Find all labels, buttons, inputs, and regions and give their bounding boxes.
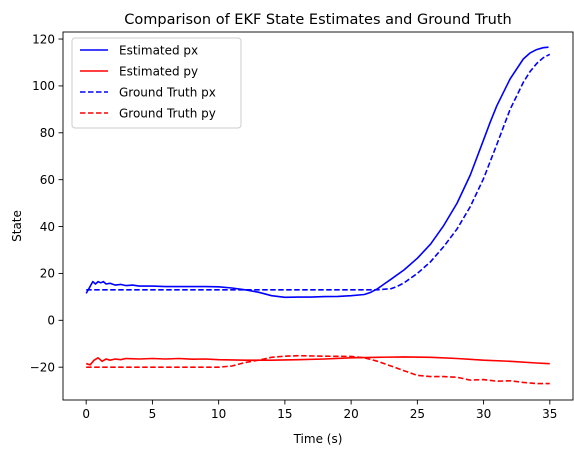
- x-axis-label: Time (s): [293, 432, 343, 446]
- plot-area: [62, 31, 574, 401]
- y-tick-label: 0: [47, 314, 55, 328]
- y-tick-label: 20: [40, 267, 55, 281]
- series-line-2: [85, 356, 550, 366]
- y-tick-label: 60: [40, 173, 55, 187]
- y-axis-ticks: −20 0 20 40 60 80 100 120: [30, 32, 63, 374]
- y-tick-label: −20: [30, 360, 55, 374]
- series-line-3: [86, 53, 551, 291]
- x-tick-label: 30: [476, 407, 491, 421]
- y-tick-label: 120: [32, 32, 55, 46]
- x-tick-label: 15: [277, 407, 292, 421]
- x-tick-label: 35: [542, 407, 557, 421]
- legend-label: Ground Truth px: [119, 85, 216, 99]
- plot-frame: [62, 31, 574, 401]
- x-axis-ticks: 0 5 10 15 20 25 30 35: [82, 400, 557, 421]
- y-tick-label: 40: [40, 220, 55, 234]
- y-axis-label: State: [10, 210, 24, 242]
- x-tick-label: 10: [211, 407, 226, 421]
- x-tick-label: 20: [343, 407, 358, 421]
- series-line-4: [86, 354, 550, 385]
- y-tick-label: 80: [40, 126, 55, 140]
- series-line-1: [85, 46, 549, 299]
- x-tick-label: 25: [410, 407, 425, 421]
- x-tick-label: 5: [149, 407, 157, 421]
- legend: Estimated px Estimated py Ground Truth px G…: [71, 37, 242, 129]
- legend-box: [71, 37, 242, 129]
- x-tick-label: 0: [82, 407, 90, 421]
- legend-label: Ground Truth py: [119, 106, 216, 120]
- chart-title: Comparison of EKF State Estimates and Gr…: [124, 12, 511, 28]
- y-tick-label: 100: [32, 79, 55, 93]
- legend-label: Estimated px: [119, 43, 198, 57]
- legend-label: Estimated py: [119, 64, 198, 78]
